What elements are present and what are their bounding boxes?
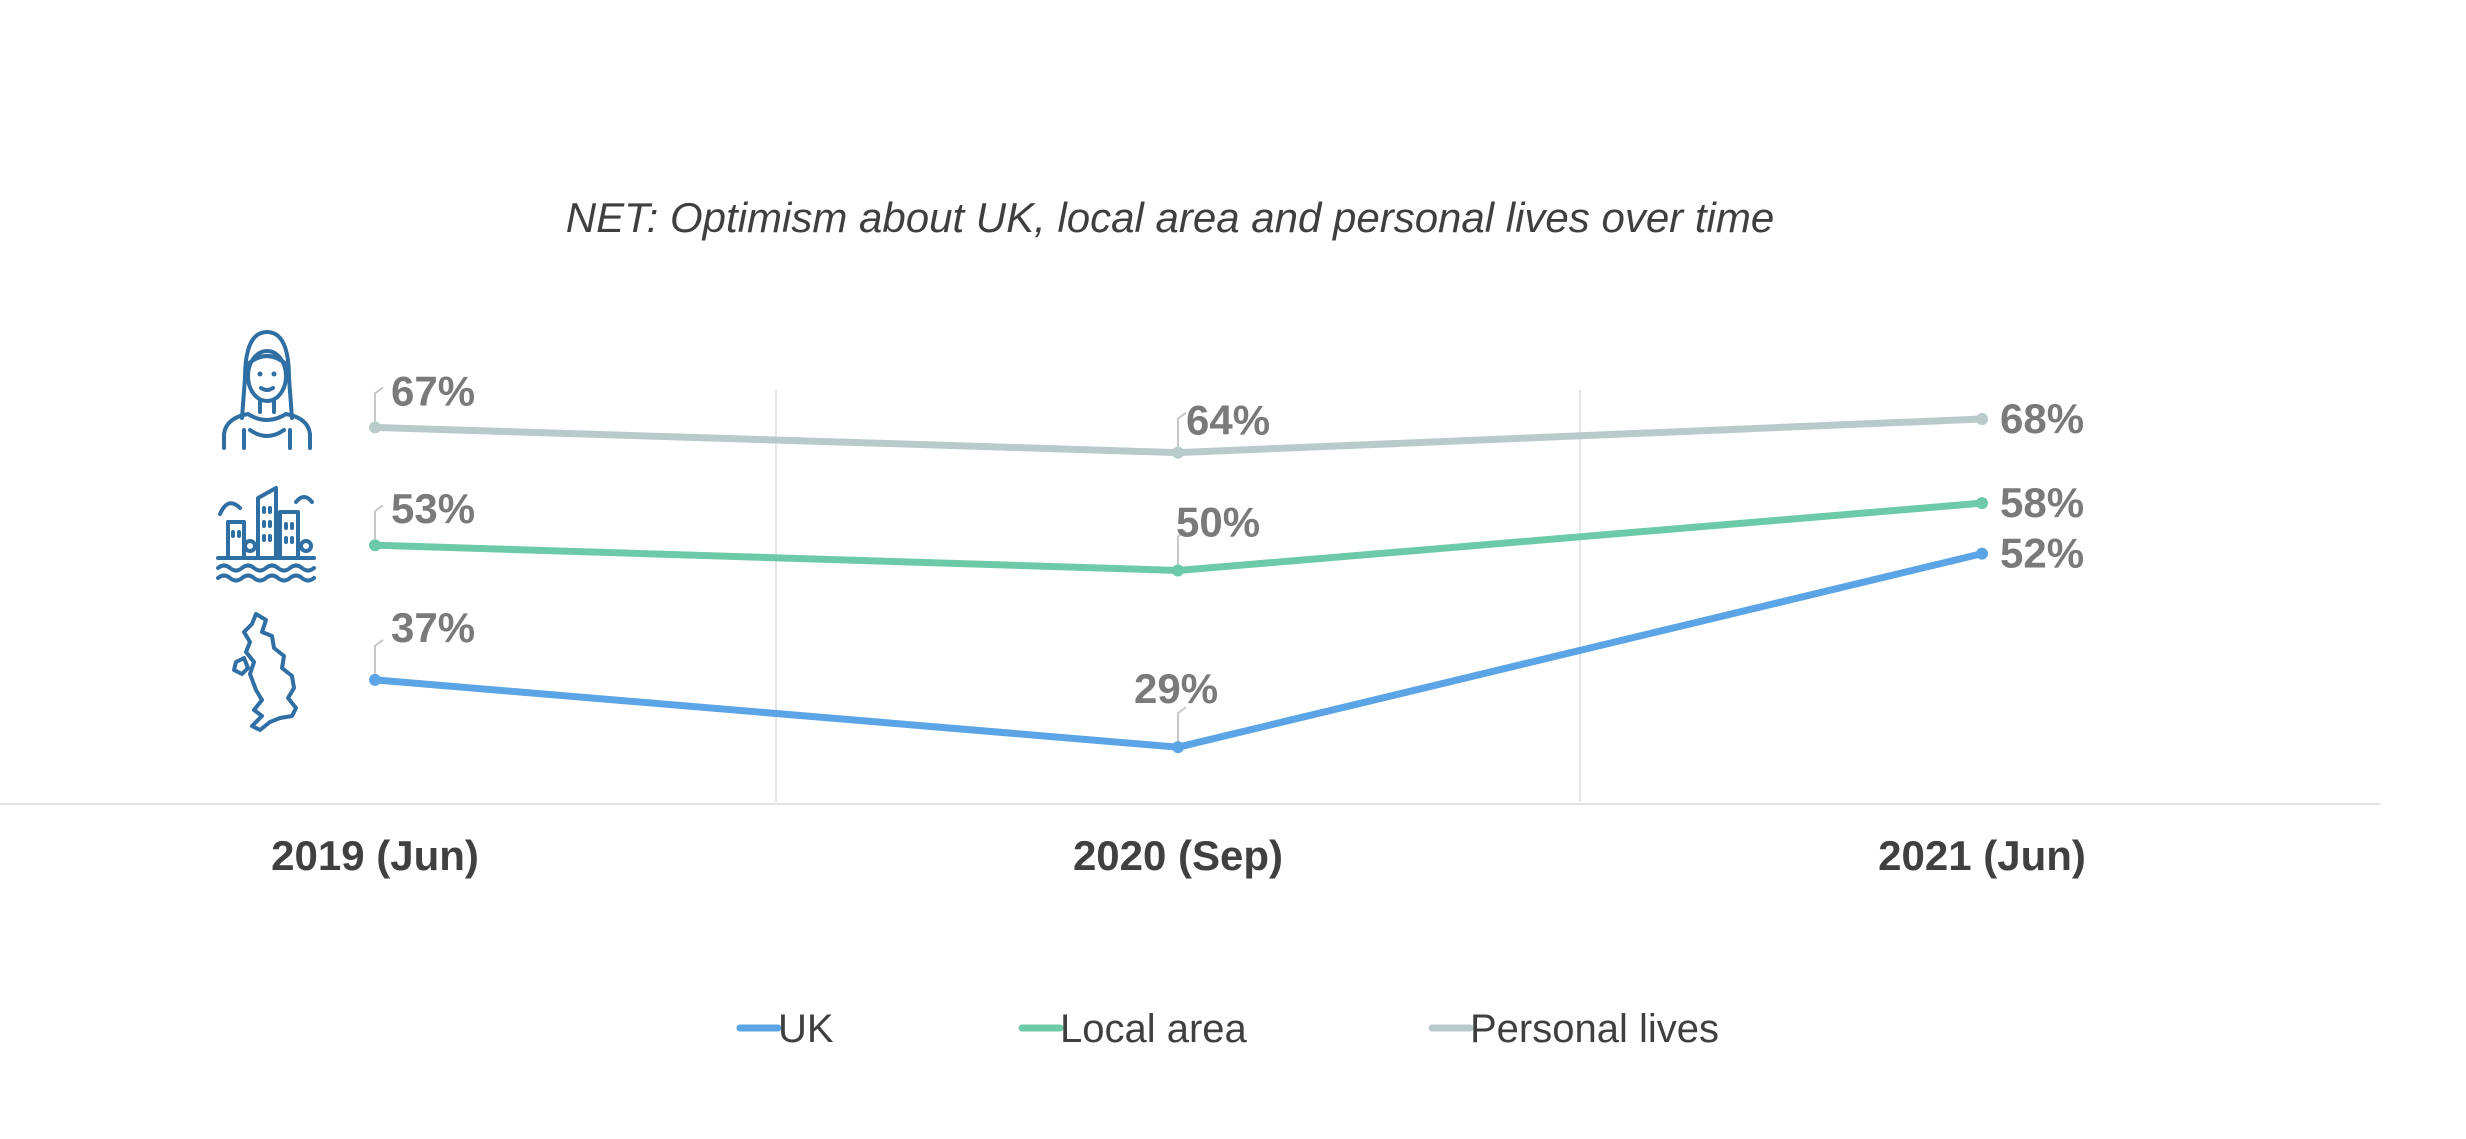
data-label-local-area: 50% [1176,498,1260,545]
x-tick-label: 2019 (Jun) [271,832,479,879]
person-icon [222,330,312,450]
label-leader-line [374,386,384,422]
data-label-uk: 29% [1134,665,1218,712]
legend-item-personal-lives: Personal lives [1428,1007,1719,1051]
legend-item-local-area: Local area [1018,1007,1248,1051]
chart-title: NET: Optimism about UK, local area and p… [566,194,1774,241]
data-point-local-area [1172,564,1184,577]
label-leader-line [1177,706,1187,742]
data-label-personal-lives: 68% [2000,395,2084,442]
label-leader-line [1177,411,1187,447]
data-point-uk [1172,741,1184,754]
data-point-local-area [1976,497,1988,510]
data-label-personal-lives: 67% [391,367,475,414]
legend-item-uk: UK [736,1007,834,1051]
data-point-uk [1976,547,1988,560]
label-leader-line [374,639,384,674]
legend-label-local-area: Local area [1060,1007,1248,1051]
label-leader-line [1177,529,1187,565]
label-leader-line [374,504,384,540]
data-point-personal-lives [369,421,381,434]
data-label-uk: 37% [391,604,475,651]
data-label-local-area: 58% [2000,479,2084,526]
data-label-local-area: 53% [391,485,475,532]
legend-label-personal-lives: Personal lives [1470,1007,1719,1051]
x-tick-label: 2021 (Jun) [1878,832,2086,879]
data-point-uk [369,673,381,686]
data-point-personal-lives [1976,412,1988,425]
x-tick-label: 2020 (Sep) [1073,832,1283,879]
city-icon [216,486,316,583]
data-label-personal-lives: 64% [1186,397,1270,444]
data-label-uk: 52% [2000,530,2084,577]
uk-map-icon [232,612,298,732]
legend-label-uk: UK [778,1007,834,1051]
data-point-local-area [369,539,381,552]
data-point-personal-lives [1172,446,1184,459]
